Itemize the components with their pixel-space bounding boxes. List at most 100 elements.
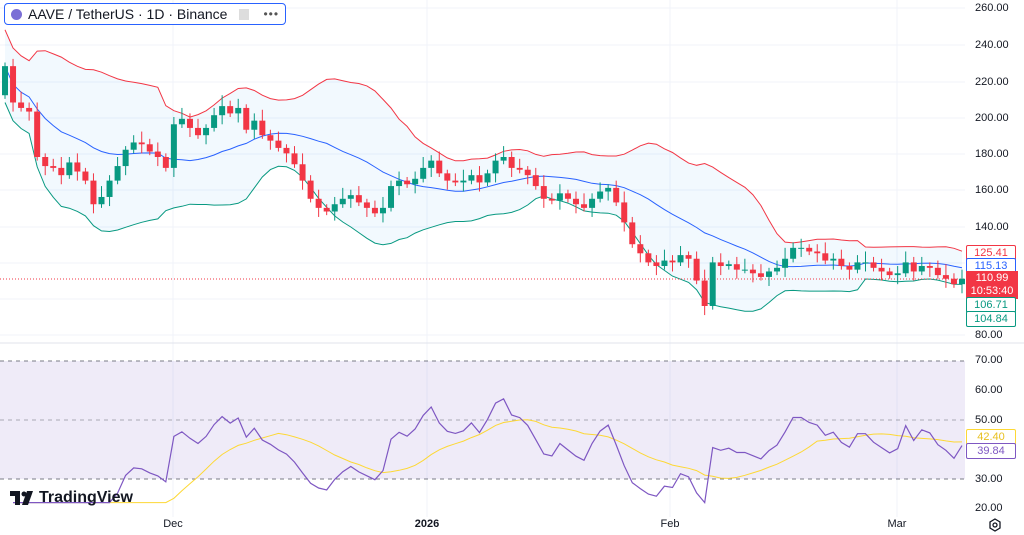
candle-body: [203, 127, 210, 136]
candle-body: [959, 278, 965, 285]
candle-body: [942, 275, 949, 279]
candle-body: [548, 198, 555, 201]
candle-body: [556, 193, 563, 201]
candle-body: [444, 173, 451, 181]
candle-body: [749, 269, 756, 274]
candle-body: [902, 262, 909, 274]
time-tick: Feb: [660, 518, 680, 530]
candle-body: [484, 173, 491, 183]
candle-body: [259, 120, 266, 136]
candle-body: [605, 187, 612, 192]
candle-body: [396, 180, 403, 187]
price-tick: 180.00: [975, 148, 1009, 160]
candle-body: [170, 124, 177, 168]
candle-body: [701, 280, 708, 306]
candle-body: [508, 156, 515, 168]
price-tick: 200.00: [975, 112, 1009, 124]
symbol-title: AAVE / TetherUS · 1D · Binance: [28, 6, 228, 22]
candle-body: [774, 267, 781, 272]
candle-body: [870, 262, 877, 268]
flag-icon[interactable]: [239, 8, 250, 20]
candle-body: [283, 147, 290, 154]
settings-gear-icon[interactable]: [988, 518, 1002, 532]
candle-body: [460, 180, 467, 183]
candle-body: [34, 111, 41, 157]
candle-body: [621, 202, 628, 223]
price-tick: 160.00: [975, 184, 1009, 196]
candle-body: [854, 262, 861, 270]
candle-body: [669, 260, 676, 263]
candle-body: [790, 247, 797, 259]
candle-body: [806, 247, 813, 252]
candle-body: [267, 135, 274, 141]
candle-body: [154, 151, 161, 157]
candle-body: [114, 166, 121, 181]
candle-body: [10, 66, 17, 103]
candle-body: [492, 160, 499, 174]
candle-body: [66, 162, 73, 176]
bollinger-bands: [4, 29, 963, 312]
candle-body: [613, 187, 620, 203]
candle-body: [693, 258, 700, 281]
symbol-legend[interactable]: AAVE / TetherUS · 1D · Binance •••: [4, 3, 287, 25]
rsi-line: [13, 397, 963, 505]
rsi-tick: 30.00: [975, 473, 1003, 485]
candle-body: [138, 142, 145, 145]
candle-body: [886, 271, 893, 276]
candle-body: [275, 140, 282, 148]
last-price: 110.99: [975, 272, 1009, 284]
candle-body: [50, 166, 57, 168]
candle-body: [26, 107, 33, 112]
candle-body: [2, 66, 8, 96]
candle-body: [637, 244, 644, 254]
candle-body: [339, 198, 346, 205]
low-price-label: 104.84: [966, 311, 1016, 327]
time-tick: 2026: [414, 518, 440, 530]
candle-body: [82, 171, 89, 181]
rsi-ma-line: [13, 419, 963, 504]
candle-body: [122, 149, 129, 167]
candle-body: [58, 167, 65, 176]
candle-body: [355, 195, 362, 203]
aave-logo-icon: [11, 8, 22, 20]
candle-body: [653, 262, 660, 267]
candle-body: [589, 198, 596, 208]
candle-body: [661, 260, 668, 267]
more-options-button[interactable]: •••: [263, 7, 280, 21]
candle-body: [412, 178, 419, 185]
candle-body: [428, 160, 435, 168]
candle-body: [524, 169, 531, 176]
candle-body: [950, 278, 957, 285]
candle-body: [564, 193, 571, 199]
candle-body: [645, 253, 652, 263]
candle-body: [765, 271, 772, 277]
candle-body: [235, 107, 242, 114]
candle-body: [757, 273, 764, 277]
candle-body: [379, 207, 386, 214]
candle-body: [219, 106, 226, 116]
candle-body: [532, 175, 539, 187]
candle-body: [227, 106, 234, 114]
candle-body: [476, 175, 483, 183]
candle-body: [741, 269, 748, 271]
candle-body: [597, 191, 604, 199]
price-tick: 80.00: [975, 329, 1003, 341]
tradingview-logo[interactable]: TradingView: [10, 489, 133, 507]
candle-body: [178, 118, 185, 125]
bb-fill: [5, 29, 962, 312]
candle-body: [291, 153, 298, 165]
time-tick: Mar: [887, 518, 907, 530]
rsi-tick: 50.00: [975, 414, 1003, 426]
candle-body: [404, 180, 411, 185]
price-tick: 260.00: [975, 2, 1009, 14]
candle-body: [629, 222, 636, 245]
candle-body: [162, 156, 169, 168]
candle-body: [186, 118, 193, 128]
candle-body: [725, 264, 732, 267]
candle-body: [195, 127, 202, 136]
candle-body: [42, 156, 49, 167]
candle-body: [436, 160, 443, 174]
candle-body: [347, 195, 354, 199]
candle-body: [251, 120, 258, 130]
